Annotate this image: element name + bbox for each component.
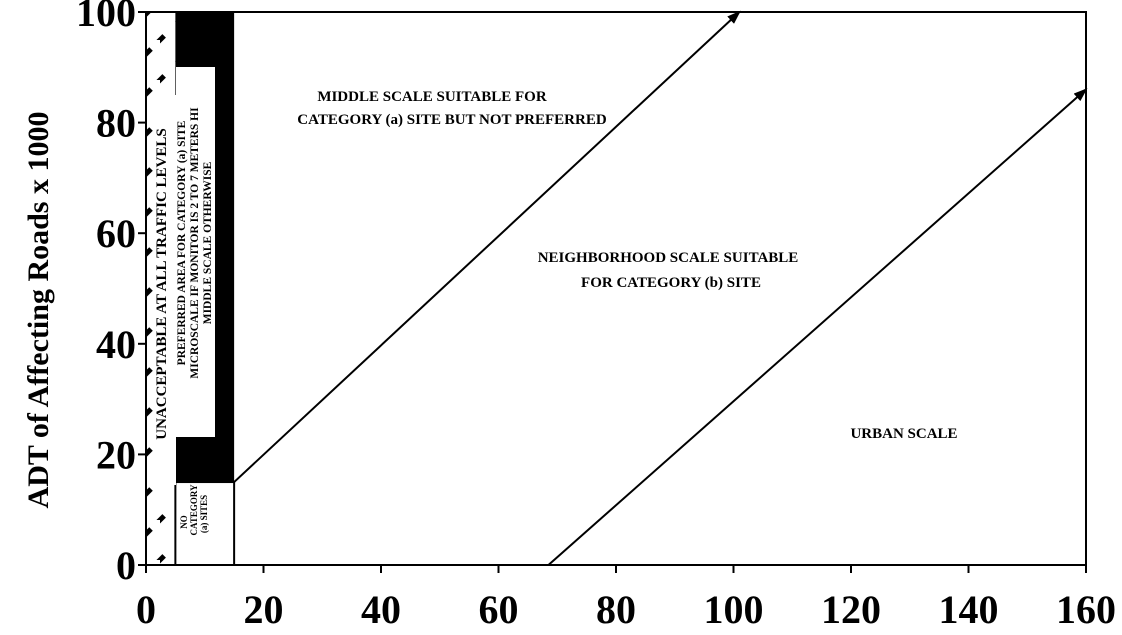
x-tick-label: 100	[704, 587, 764, 632]
middle-scale-label-line2: CATEGORY (a) SITE BUT NOT PREFERRED	[297, 112, 607, 128]
neighborhood-urban-boundary-line	[547, 88, 1088, 566]
axis-ticks: 0 20 40 60 80 100 120 140 160 0 20 40 60 80 100	[76, 0, 1116, 632]
preferred-label-line1: PREFERRED AREA FOR CATEGORY (a) SITE	[176, 120, 188, 365]
y-tick-label: 20	[96, 432, 136, 477]
y-tick-label: 0	[116, 543, 136, 588]
neighborhood-scale-label-line1: NEIGHBORHOOD SCALE SUITABLE	[538, 250, 799, 266]
y-tick-label: 60	[96, 211, 136, 256]
preferred-label-line3: MIDDLE SCALE OTHERWISE	[202, 161, 214, 324]
x-tick-label: 20	[244, 587, 284, 632]
x-tick-label: 40	[361, 587, 401, 632]
middle-scale-label-line1: MIDDLE SCALE SUITABLE FOR	[317, 89, 547, 105]
no-category-label-line1: NO	[179, 515, 189, 529]
x-tick-label: 160	[1056, 587, 1116, 632]
unacceptable-label-box	[156, 95, 176, 485]
no-category-label-line2: CATEGORY	[189, 484, 199, 536]
y-axis-label: ADT of Affecting Roads x 1000	[22, 112, 55, 509]
x-tick-label: 0	[136, 587, 156, 632]
y-tick-label: 40	[96, 322, 136, 367]
middle-neighborhood-boundary-line	[233, 10, 741, 483]
y-tick-label: 80	[96, 101, 136, 146]
no-category-label-line3: (a) SITES	[199, 495, 209, 533]
x-tick-label: 80	[596, 587, 636, 632]
urban-scale-label: URBAN SCALE	[850, 426, 957, 442]
x-tick-label: 60	[479, 587, 519, 632]
unacceptable-label: UNACCEPTABLE AT ALL TRAFFIC LEVELS	[154, 128, 170, 439]
x-tick-label: 140	[939, 587, 999, 632]
neighborhood-scale-label-line2: FOR CATEGORY (b) SITE	[581, 275, 761, 291]
y-tick-label: 100	[76, 0, 136, 35]
preferred-label-line2: MICROSCALE IF MONITOR IS 2 TO 7 METERS H…	[189, 107, 201, 379]
preferred-text-box	[176, 67, 215, 437]
x-tick-label: 120	[821, 587, 881, 632]
